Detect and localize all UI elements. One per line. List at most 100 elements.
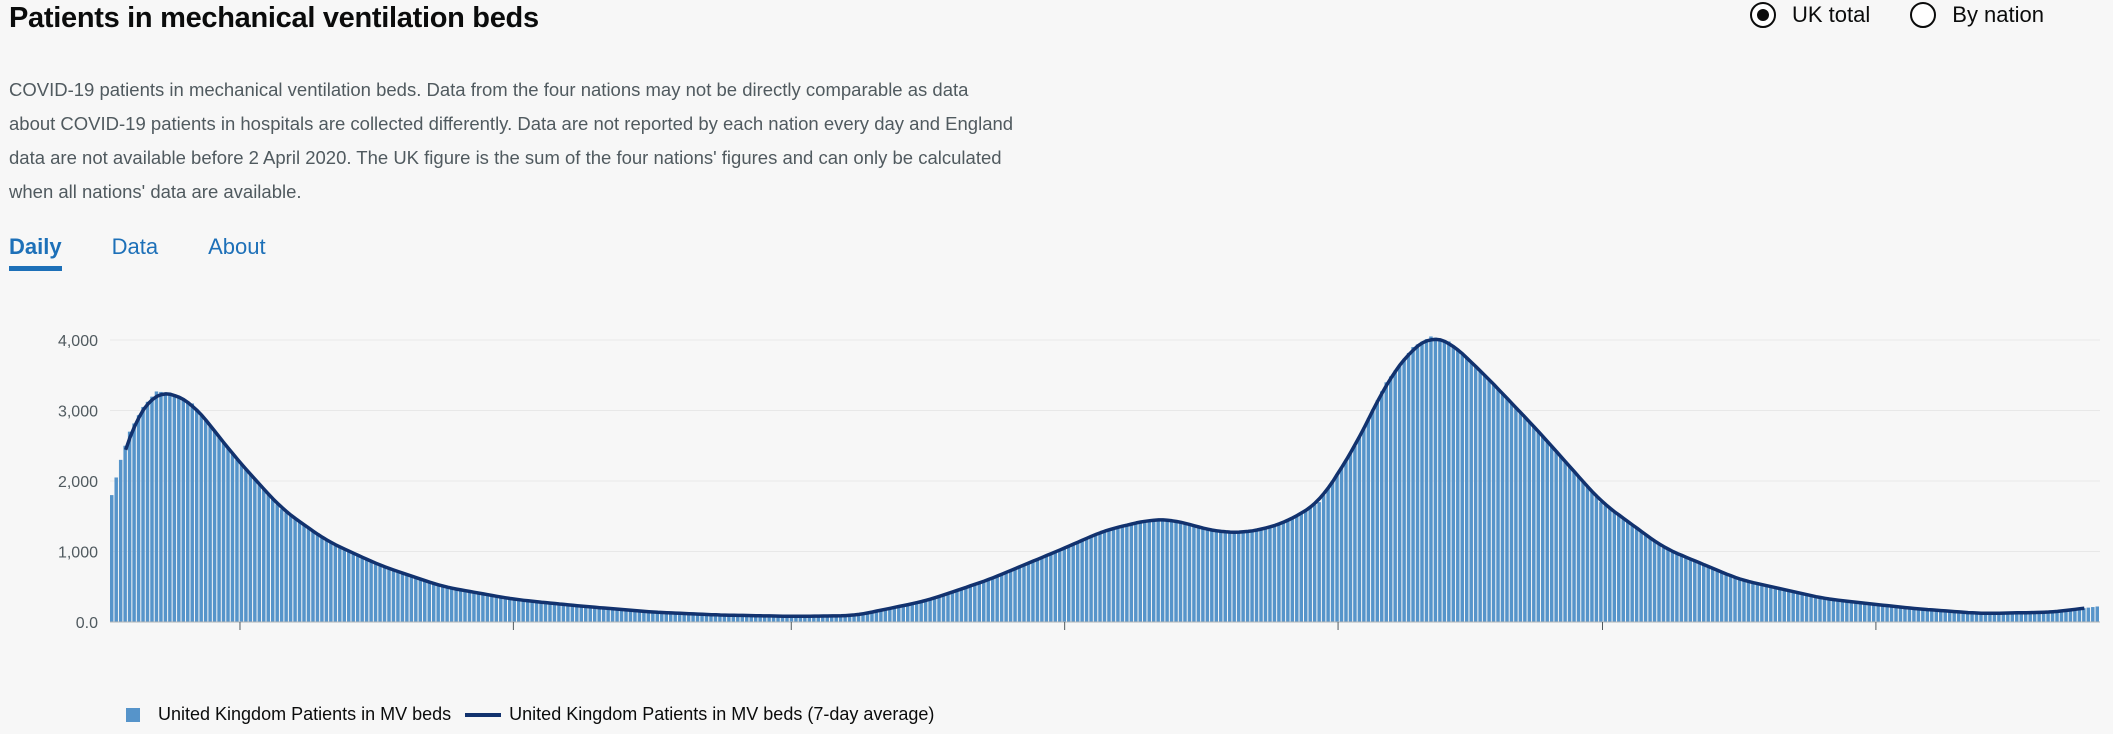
bar: [1894, 606, 1898, 622]
bar: [1947, 611, 1952, 622]
tab-daily[interactable]: Daily: [9, 234, 62, 271]
bar: [1210, 530, 1214, 622]
bar: [194, 409, 199, 622]
bar: [530, 601, 534, 622]
bar: [1702, 564, 1706, 622]
bar: [1675, 553, 1679, 622]
bar: [838, 615, 843, 622]
bar: [391, 570, 396, 622]
bar: [1778, 588, 1782, 622]
bar: [1581, 482, 1585, 622]
bar: [601, 608, 606, 622]
bar: [646, 611, 651, 622]
bar: [771, 616, 776, 622]
bar: [1053, 551, 1058, 622]
bar: [1536, 431, 1541, 622]
bar: [1742, 580, 1746, 622]
bar: [1608, 508, 1612, 622]
bar: [253, 479, 257, 622]
bar: [610, 608, 615, 622]
bar: [1939, 610, 1943, 622]
bar: [1366, 418, 1371, 622]
bar: [1111, 528, 1116, 622]
bar: [2050, 612, 2055, 622]
bar: [1688, 559, 1693, 622]
bar: [1473, 366, 1478, 622]
bar: [561, 604, 566, 622]
bar: [856, 614, 861, 622]
bar: [1107, 529, 1111, 622]
legend-line-swatch: [465, 712, 502, 717]
bar: [275, 504, 279, 622]
bar: [1652, 541, 1657, 622]
bar: [288, 515, 293, 622]
tab-about[interactable]: About: [208, 234, 266, 259]
radio-uk-total[interactable]: UK total: [1750, 2, 1870, 28]
bar: [539, 602, 543, 622]
bar: [418, 579, 423, 622]
bar: [1304, 510, 1308, 622]
bar: [1411, 347, 1415, 622]
bar: [1420, 341, 1424, 622]
bar: [2091, 607, 2095, 622]
radio-unchecked-icon[interactable]: [1910, 2, 1937, 28]
bar: [1697, 562, 1701, 622]
bar: [1867, 603, 1871, 622]
bar: [1089, 536, 1093, 622]
bar: [1827, 599, 1831, 622]
chart-legend: United Kingdom Patients in MV beds Unite…: [126, 704, 934, 725]
bar: [1321, 495, 1326, 622]
bar: [1997, 613, 2001, 622]
bar: [1545, 441, 1549, 622]
bar: [1679, 555, 1684, 622]
bar: [1393, 370, 1397, 622]
bar: [1956, 611, 1961, 622]
bar: [1558, 456, 1563, 622]
bar: [1017, 566, 1022, 622]
bar: [1657, 544, 1661, 622]
bar: [1375, 400, 1380, 622]
bar: [1648, 538, 1652, 622]
bar: [212, 431, 217, 622]
bar: [1312, 504, 1317, 622]
bar: [1022, 564, 1026, 622]
bar: [637, 611, 642, 622]
bar: [315, 534, 320, 622]
bar: [1129, 524, 1134, 622]
tab-data[interactable]: Data: [111, 234, 159, 259]
bar: [1992, 613, 1997, 622]
bar: [1563, 461, 1567, 622]
bar: [1250, 531, 1254, 622]
bar: [1183, 523, 1187, 622]
bar: [1934, 610, 1939, 622]
bar: [2082, 608, 2086, 622]
bar: [1062, 547, 1066, 622]
bar: [1541, 436, 1545, 622]
bar: [1160, 519, 1165, 622]
bar: [110, 495, 114, 622]
bar: [722, 615, 727, 622]
bar: [1786, 590, 1791, 622]
bar: [1849, 601, 1854, 622]
bar: [1397, 364, 1402, 622]
bar: [628, 610, 633, 622]
bar: [342, 549, 347, 622]
chart-description: COVID-19 patients in mechanical ventilat…: [9, 73, 1069, 209]
bar: [458, 589, 463, 622]
bar: [208, 426, 212, 622]
bar: [1585, 487, 1590, 622]
legend-bar-label: United Kingdom Patients in MV beds: [158, 704, 452, 724]
bar: [262, 489, 266, 622]
bar: [1116, 527, 1120, 622]
bar: [1840, 600, 1845, 622]
bar: [1438, 338, 1442, 622]
bar: [995, 575, 999, 622]
radio-by-nation[interactable]: By nation: [1910, 2, 2044, 28]
view-toggle: UK total By nation: [1750, 2, 2084, 28]
bar: [1004, 572, 1008, 622]
bar: [373, 563, 378, 622]
radio-checked-icon[interactable]: [1750, 2, 1776, 28]
bar: [1008, 570, 1013, 622]
bar: [347, 551, 351, 622]
bar: [2019, 612, 2023, 622]
